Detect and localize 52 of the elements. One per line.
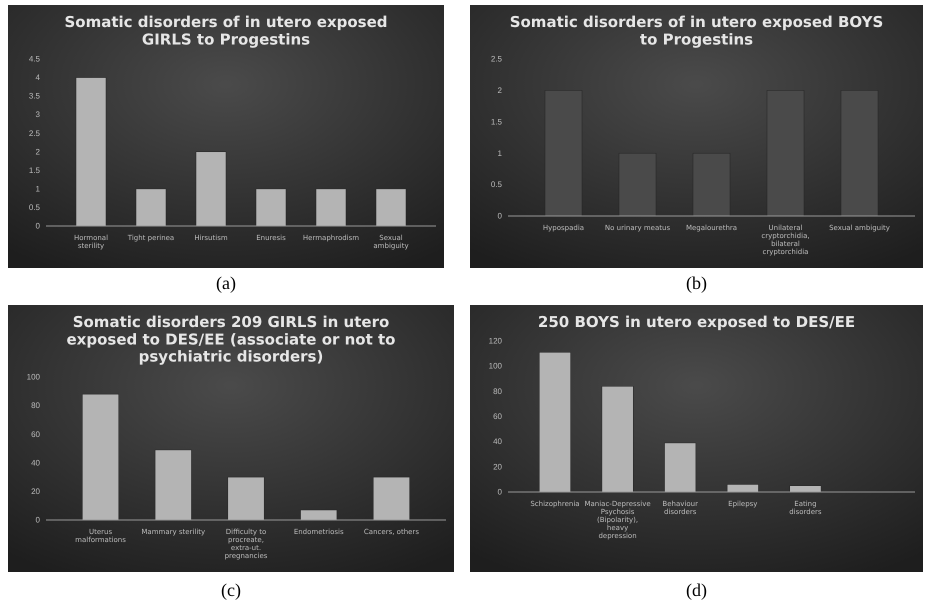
y-tick-label: 2.5 [490,54,503,64]
y-tick-label: 40 [493,437,503,446]
y-tick-label: 40 [31,458,41,468]
y-tick-label: 2 [36,147,41,156]
y-tick-label: 80 [493,386,503,396]
chart-title: Somatic disorders 209 GIRLS in utero exposed to DES/EE (associate or not to psychiatric disorders) [66,313,396,366]
y-tick-label: 0 [36,222,41,231]
chart-title: Somatic disorders of in utero exposed BOYS to Progestins [510,13,884,48]
y-tick-label: 2 [498,86,503,95]
y-tick-label: 1.5 [490,117,503,126]
y-tick-label: 0.5 [28,203,41,212]
y-tick-label: 120 [488,336,503,346]
bar [196,152,226,226]
text: (c) [221,580,241,600]
text: (a) [216,273,236,293]
y-tick-label: 1.5 [28,166,41,175]
text: (b) [686,273,707,293]
y-tick-label: 3.5 [28,92,41,101]
chart-title: Somatic disorders of in utero exposed GIRLS to Progestins [64,13,388,48]
y-tick-label: 60 [31,430,41,439]
y-tick-label: 100 [26,372,41,382]
bar [539,352,571,492]
y-tick-label: 0 [498,488,503,497]
y-tick-label: 0 [498,212,503,221]
text: (d) [686,580,707,600]
y-tick-label: 2.5 [28,128,41,138]
y-tick-label: 20 [31,486,41,496]
bar [300,510,338,520]
bar [373,476,410,520]
bar [76,77,106,226]
chart-title: 250 BOYS in utero exposed to DES/EE [538,313,856,331]
bar [154,450,192,520]
bar [316,188,346,226]
y-tick-label: 80 [31,401,41,410]
y-tick-label: 1 [498,148,503,158]
y-tick-label: 20 [493,462,503,472]
y-tick-label: 4 [36,73,41,82]
bar [376,188,406,226]
bar [664,442,696,492]
bar [82,394,119,520]
y-tick-label: 0.5 [490,180,503,190]
y-tick-label: 0 [36,516,41,525]
y-tick-label: 100 [488,362,503,371]
bar [726,484,759,492]
y-tick-label: 4.5 [28,54,41,64]
y-tick-label: 3 [36,110,41,120]
bar [256,188,286,226]
bar [228,476,264,520]
y-tick-label: 1 [36,184,41,194]
bar [602,386,634,492]
y-tick-label: 60 [493,412,503,422]
bar [136,188,166,226]
